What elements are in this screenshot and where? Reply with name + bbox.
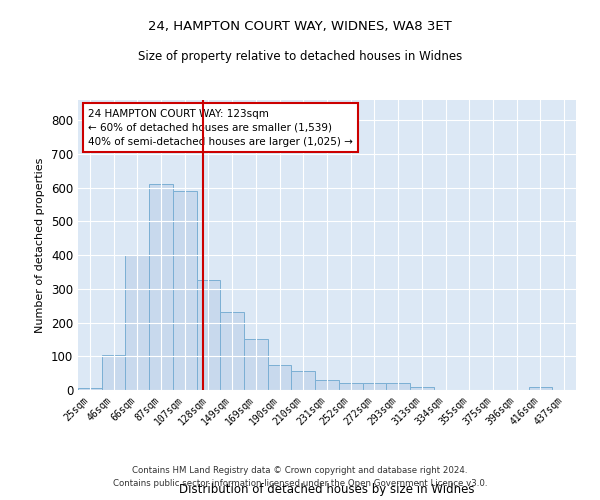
Bar	[197, 280, 220, 390]
Bar	[315, 380, 339, 390]
Bar	[386, 384, 410, 390]
Bar	[362, 384, 386, 390]
Text: Distribution of detached houses by size in Widnes: Distribution of detached houses by size …	[179, 483, 475, 496]
Bar	[529, 386, 552, 390]
Text: Contains HM Land Registry data © Crown copyright and database right 2024.
Contai: Contains HM Land Registry data © Crown c…	[113, 466, 487, 487]
Text: Size of property relative to detached houses in Widnes: Size of property relative to detached ho…	[138, 50, 462, 63]
Bar	[339, 384, 362, 390]
Bar	[173, 191, 197, 390]
Bar	[410, 386, 434, 390]
Bar	[78, 388, 102, 390]
Bar	[125, 255, 149, 390]
Text: 24, HAMPTON COURT WAY, WIDNES, WA8 3ET: 24, HAMPTON COURT WAY, WIDNES, WA8 3ET	[148, 20, 452, 33]
Bar	[292, 371, 315, 390]
Bar	[149, 184, 173, 390]
Bar	[220, 312, 244, 390]
Bar	[268, 364, 292, 390]
Bar	[102, 356, 125, 390]
Y-axis label: Number of detached properties: Number of detached properties	[35, 158, 46, 332]
Text: 24 HAMPTON COURT WAY: 123sqm
← 60% of detached houses are smaller (1,539)
40% of: 24 HAMPTON COURT WAY: 123sqm ← 60% of de…	[88, 108, 353, 146]
Bar	[244, 340, 268, 390]
